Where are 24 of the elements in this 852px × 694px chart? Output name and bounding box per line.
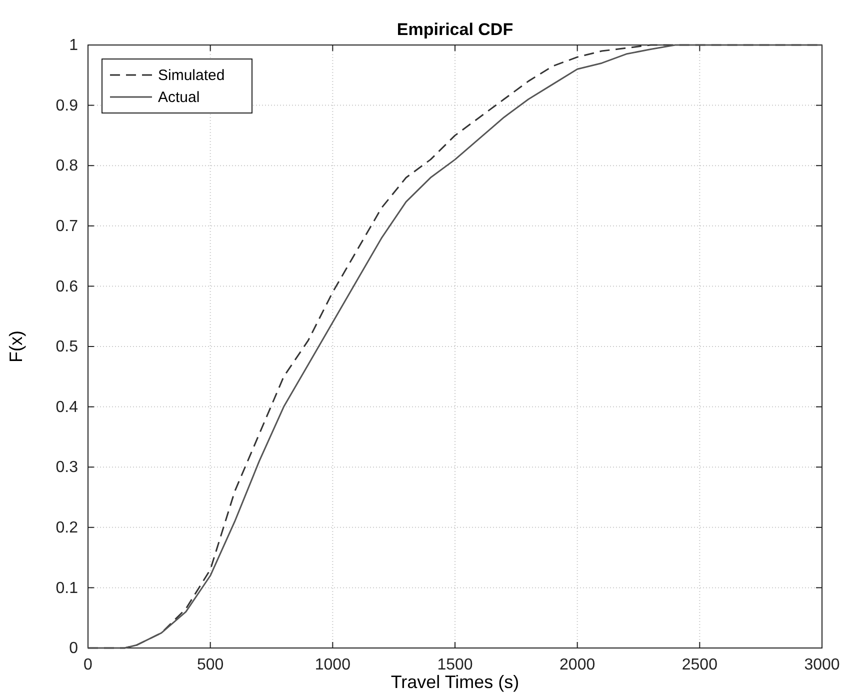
x-tick-label: 3000	[804, 656, 840, 674]
y-tick-label: 0.3	[56, 459, 78, 476]
x-tick-label: 1500	[437, 656, 473, 674]
x-tick-label: 2500	[682, 656, 718, 674]
y-tick-label: 0.8	[56, 158, 78, 175]
x-tick-label: 500	[196, 656, 224, 674]
y-tick-label: 0	[69, 640, 78, 658]
line-series	[87, 44, 823, 649]
x-tick-label: 1000	[314, 656, 351, 674]
chart-title: Empirical CDF	[396, 20, 514, 39]
y-tick-label: 0.7	[56, 218, 78, 236]
x-tick-label: 0	[84, 656, 93, 674]
y-tick-label: 0.6	[56, 278, 78, 296]
y-axis-title: F(x)	[6, 330, 26, 362]
y-tick-label: 0.5	[56, 338, 78, 356]
y-tick-label: 0.4	[56, 398, 78, 416]
y-tick-label: 0.9	[56, 97, 78, 114]
legend-label: Actual	[158, 89, 200, 106]
y-tick-label: 0.2	[56, 520, 78, 537]
x-axis-title: Travel Times (s)	[390, 672, 520, 692]
x-tick-label: 2000	[560, 656, 596, 674]
y-tick-label: 0.1	[56, 580, 78, 597]
y-tick-label: 1	[69, 37, 78, 54]
legend-label: Simulated	[158, 67, 225, 84]
